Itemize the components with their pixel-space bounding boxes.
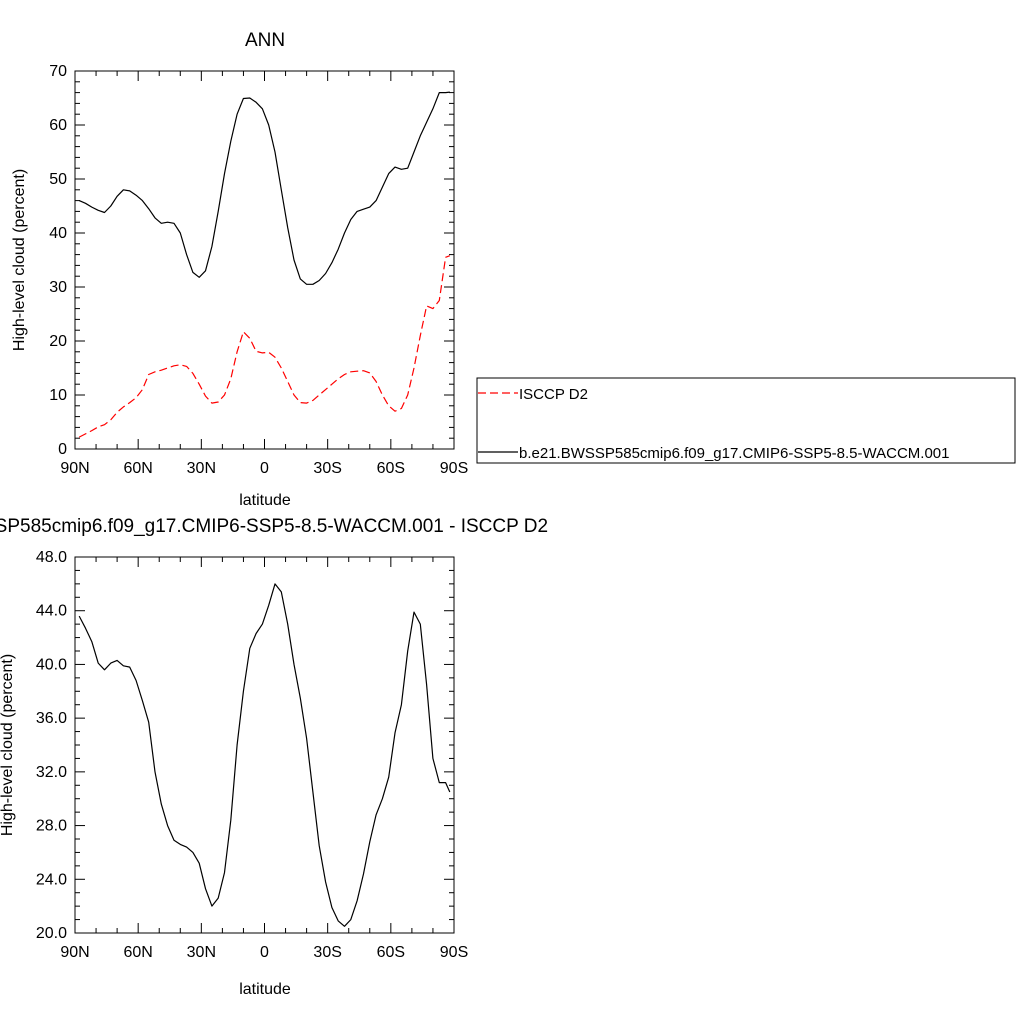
bottom-chart-title: SSP585cmip6.f09_g17.CMIP6-SSP5-8.5-WACCM… [0,516,548,537]
bottom-chart-x-tick-label: 90S [440,944,468,961]
top-chart-x-tick-label: 90S [440,460,468,477]
top-chart-x-axis-label: latitude [239,492,291,509]
top-chart-x-tick-label: 30N [187,460,216,477]
top-chart-x-tick-label: 30S [313,460,341,477]
bottom-chart-y-tick-label: 20.0 [36,925,67,942]
top-chart-y-tick-label: 70 [49,63,67,80]
top-chart-y-axis-label: High-level cloud (percent) [11,169,28,351]
top-chart-y-tick-label: 50 [49,171,67,188]
top-chart-y-tick-label: 0 [58,441,67,458]
top-chart-x-tick-label: 90N [60,460,89,477]
bottom-chart-y-tick-label: 36.0 [36,710,67,727]
bottom-chart-y-tick-label: 24.0 [36,871,67,888]
top-chart: ANN 90N 60N 30N 0 30S 60S 90S 010203040506070 … [11,30,468,509]
top-chart-title: ANN [245,30,285,51]
bottom-chart-y-tick-label: 48.0 [36,549,67,566]
top-chart-series-line-0 [78,255,451,438]
bottom-chart-series-line-0 [78,583,451,927]
legend-entry-model: b.e21.BWSSP585cmip6.f09_g17.CMIP6-SSP5-8… [519,445,949,462]
bottom-chart-y-tick-label: 28.0 [36,818,67,835]
bottom-chart-y-tick-label: 44.0 [36,603,67,620]
bottom-chart-x-tick-label: 0 [260,944,269,961]
bottom-chart-plot-frame [74,556,455,934]
bottom-chart: SSP585cmip6.f09_g17.CMIP6-SSP5-8.5-WACCM… [0,516,548,998]
top-chart-series-line-1 [78,91,450,285]
top-chart-y-tick-label: 30 [49,279,67,296]
top-chart-y-tick-label: 40 [49,225,67,242]
top-chart-y-tick-label: 60 [49,117,67,134]
top-chart-x-tick-label: 60N [123,460,152,477]
bottom-chart-y-tick-label: 32.0 [36,764,67,781]
bottom-chart-x-axis-label: latitude [239,981,291,998]
top-chart-y-tick-label: 20 [49,333,67,350]
bottom-chart-y-axis-label: High-level cloud (percent) [0,654,16,836]
bottom-chart-x-tick-label: 60N [123,944,152,961]
top-chart-y-tick-label: 10 [49,387,67,404]
top-chart-x-tick-label: 60S [377,460,405,477]
bottom-chart-x-tick-label: 30N [187,944,216,961]
top-chart-x-tick-label: 0 [260,460,269,477]
bottom-chart-x-tick-label: 90N [60,944,89,961]
bottom-chart-y-tick-label: 40.0 [36,656,67,673]
legend-box [476,377,1016,464]
bottom-chart-x-tick-label: 30S [313,944,341,961]
legend-entry-isccp-d2: ISCCP D2 [519,386,588,403]
bottom-chart-x-tick-label: 60S [377,944,405,961]
top-chart-plot-frame [74,70,455,450]
top-chart-legend: ISCCP D2 b.e21.BWSSP585cmip6.f09_g17.CMI… [476,377,1016,464]
